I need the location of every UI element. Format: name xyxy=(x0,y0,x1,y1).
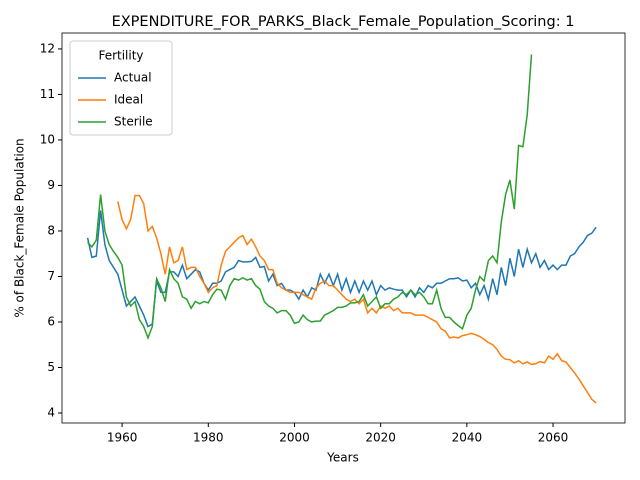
x-tick-label: 1960 xyxy=(107,431,138,445)
y-tick-label: 7 xyxy=(47,269,55,283)
legend-label: Ideal xyxy=(114,93,143,107)
x-tick-label: 2060 xyxy=(538,431,569,445)
y-tick-label: 12 xyxy=(40,41,55,55)
y-axis-label: % of Black_Female Population xyxy=(13,138,27,317)
y-tick-label: 5 xyxy=(47,360,55,374)
y-tick-label: 8 xyxy=(47,223,55,237)
y-tick-label: 9 xyxy=(47,178,55,192)
x-tick-label: 1980 xyxy=(193,431,224,445)
y-tick-label: 4 xyxy=(47,405,55,419)
x-tick-label: 2040 xyxy=(452,431,483,445)
line xyxy=(117,194,597,404)
line xyxy=(86,210,597,328)
chart-title: EXPENDITURE_FOR_PARKS_Black_Female_Popul… xyxy=(112,14,575,30)
x-tick-label: 2000 xyxy=(279,431,310,445)
legend-box xyxy=(69,40,173,136)
y-tick-label: 11 xyxy=(40,87,55,101)
line xyxy=(87,54,533,341)
legend-title: Fertility xyxy=(98,49,143,63)
x-tick-label: 2020 xyxy=(365,431,396,445)
y-tick-label: 6 xyxy=(47,314,55,328)
y-tick-label: 10 xyxy=(40,132,55,146)
legend-label: Sterile xyxy=(114,115,153,129)
x-axis-label: Years xyxy=(326,451,359,465)
legend-label: Actual xyxy=(114,71,152,85)
plot-frame xyxy=(61,32,626,424)
